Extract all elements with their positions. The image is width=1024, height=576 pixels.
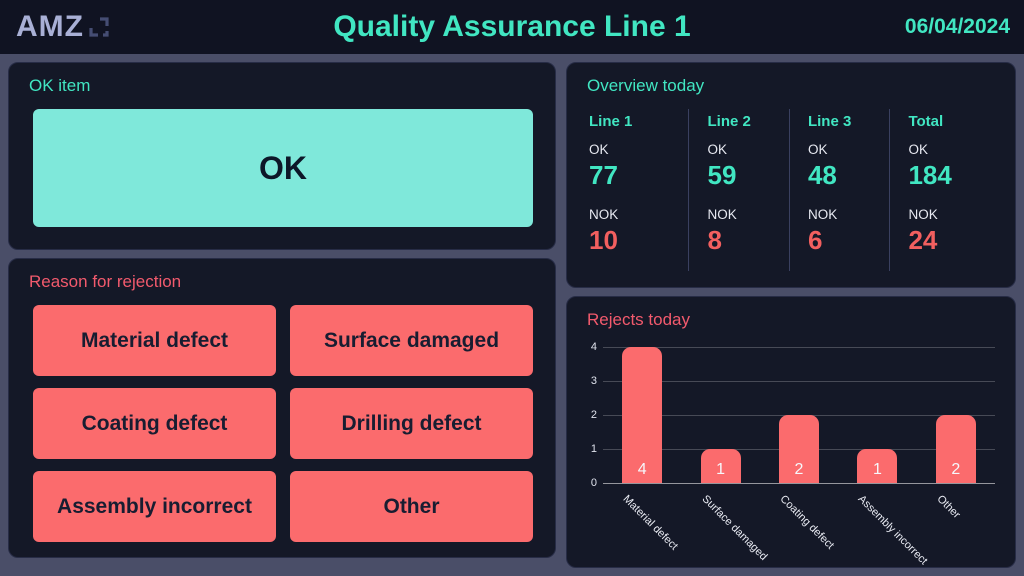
ok-label: OK	[589, 142, 609, 157]
ok-value: 77	[589, 160, 618, 190]
ok-value: 48	[807, 160, 837, 190]
y-tick-label-4: 4	[590, 341, 597, 353]
y-tick-label-3: 3	[590, 375, 597, 387]
crop-brackets-icon	[89, 17, 109, 37]
overview-panel-title: Overview today	[587, 76, 705, 95]
x-category-label-surface-damaged: Surface damaged	[699, 493, 770, 563]
bar-assembly-incorrect: 1	[857, 449, 898, 483]
rejection-panel: Reason for rejection Material defect Surf…	[8, 258, 556, 558]
overview-panel: Overview today Line 1 OK 77 NOK 10 Line 2 OK 59…	[566, 62, 1016, 288]
bar-value-label: 1	[716, 461, 726, 478]
ok-item-panel-label: OK item	[29, 76, 91, 95]
bar-chart-plot: 0 1 2 3 4 4 Material defect 1 Surface damaged 2 Co…	[591, 341, 995, 567]
header-bar: AMZ Quality Assurance Line 1 06/04/2024	[0, 0, 1024, 54]
ok-label: OK	[807, 142, 828, 157]
gridline-y4	[603, 347, 995, 348]
bar-coating-defect: 2	[779, 415, 819, 483]
column-name: Line 2	[707, 113, 751, 130]
bar-other: 2	[935, 415, 976, 483]
nok-value: 24	[908, 225, 938, 255]
nok-value: 8	[707, 225, 722, 255]
gridline-y0	[603, 483, 995, 484]
nok-label: NOK	[908, 207, 938, 222]
reason-button-drilling-defect[interactable]: Drilling defect	[290, 388, 533, 459]
x-category-label-material-defect: Material defect	[620, 493, 681, 553]
gridline-y3	[603, 381, 995, 382]
bar-value-label: 1	[872, 461, 882, 478]
ok-value: 59	[707, 160, 737, 190]
ok-label: OK	[908, 142, 928, 157]
y-tick-label-0: 0	[590, 477, 597, 489]
reason-button-assembly-incorrect[interactable]: Assembly incorrect	[33, 471, 276, 542]
nok-value: 10	[589, 225, 618, 255]
ok-item-panel: OK item OK	[8, 62, 556, 250]
bar-material-defect: 4	[622, 347, 663, 483]
nok-label: NOK	[589, 207, 619, 222]
bar-surface-damaged: 1	[700, 449, 741, 483]
reason-button-other[interactable]: Other	[290, 471, 533, 542]
nok-label: NOK	[707, 207, 737, 222]
bar-value-label: 2	[794, 461, 804, 478]
ok-value: 184	[908, 160, 952, 190]
page-title: Quality Assurance Line 1	[333, 10, 691, 43]
bar-value-label: 4	[637, 461, 647, 478]
reason-button-coating-defect[interactable]: Coating defect	[33, 388, 276, 459]
logo-text: AMZ	[16, 10, 84, 43]
overview-column-line-2: Line 2 OK 59 NOK 8	[689, 109, 790, 271]
x-category-label-coating-defect: Coating defect	[777, 493, 837, 552]
y-tick-label-1: 1	[590, 443, 597, 455]
overview-columns: Line 1 OK 77 NOK 10 Line 2 OK 59 NOK 8 Line 3 OK 48 N…	[589, 109, 1001, 271]
rejects-chart-panel: Rejects today 0 1 2 3 4 4 Material defect 1 Surf…	[566, 296, 1016, 568]
ok-button[interactable]: OK	[33, 109, 533, 227]
overview-column-total: Total OK 184 NOK 24	[890, 109, 1001, 271]
logo: AMZ	[16, 0, 110, 54]
x-category-label-assembly-incorrect: Assembly incorrect	[855, 493, 931, 568]
rejection-panel-label: Reason for rejection	[29, 272, 182, 291]
reason-button-surface-damaged[interactable]: Surface damaged	[290, 305, 533, 376]
rejection-buttons-grid: Material defect Surface damaged Coating de…	[33, 305, 533, 542]
column-name: Line 1	[589, 113, 633, 130]
y-tick-label-2: 2	[590, 409, 597, 421]
nok-label: NOK	[807, 207, 838, 222]
x-category-label-other: Other	[934, 493, 963, 521]
rejects-chart-title: Rejects today	[587, 310, 690, 329]
overview-column-line-3: Line 3 OK 48 NOK 6	[790, 109, 891, 271]
column-name: Line 3	[807, 113, 852, 130]
column-name: Total	[908, 113, 944, 130]
date-label: 06/04/2024	[904, 15, 1010, 38]
ok-label: OK	[707, 142, 727, 157]
reason-button-material-defect[interactable]: Material defect	[33, 305, 276, 376]
bar-value-label: 2	[951, 461, 961, 478]
nok-value: 6	[807, 225, 823, 255]
overview-column-line-1: Line 1 OK 77 NOK 10	[589, 109, 690, 271]
